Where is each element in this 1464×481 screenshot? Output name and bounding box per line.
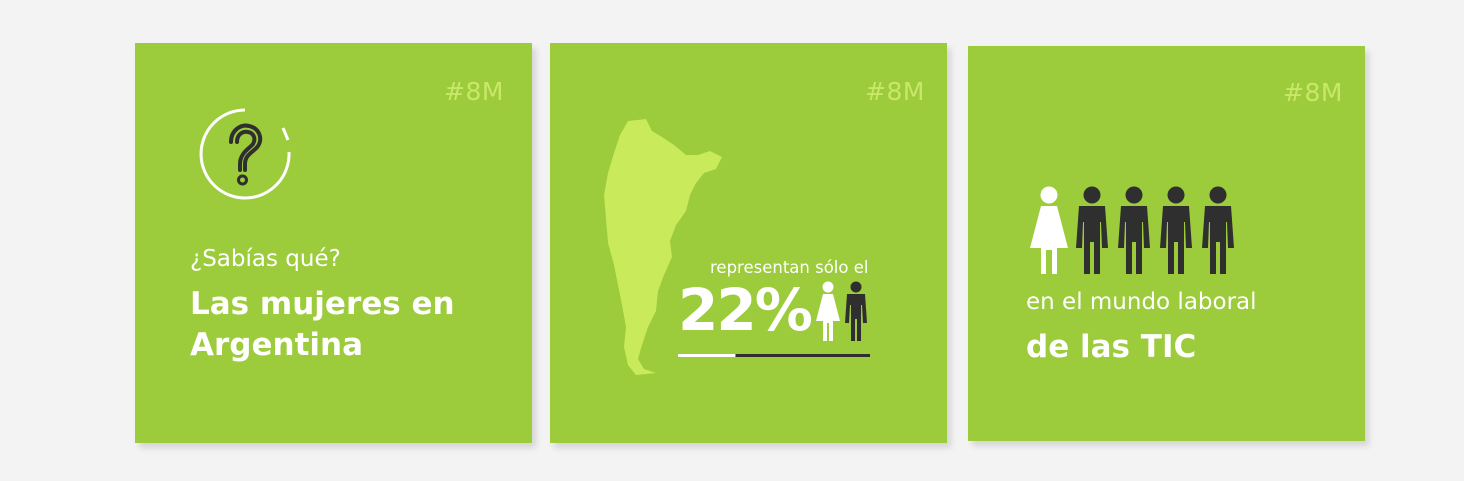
woman-figure-icon [1030,186,1068,274]
man-figure-icon [1118,186,1150,274]
headline-line-2: Argentina [190,327,363,363]
woman-man-icon [816,281,867,341]
hashtag-label: #8M [865,77,925,106]
man-figure-icon [1076,186,1108,274]
man-figure-icon [1160,186,1192,274]
man-figure-icon [845,281,867,341]
line-text: en el mundo laboral [1026,289,1257,315]
argentina-map-icon [604,119,722,375]
man-figure-icon [1202,186,1234,274]
question-circle-icon [199,108,291,200]
headline: Las mujeres en Argentina [190,284,455,366]
people-icon [1030,186,1234,274]
hashtag-label: #8M [444,77,504,106]
headline-line-1: Las mujeres en [190,286,455,322]
card-tic-sector: #8M en el mundo laboral de las TIC [968,46,1365,441]
subtitle-text: representan sólo el [710,258,869,277]
hashtag-label: #8M [1283,78,1343,107]
intro-text: ¿Sabías qué? [190,246,341,272]
percent-value: 22% [678,276,813,344]
card-did-you-know: #8M ¿Sabías qué? Las mujeres en Argentin… [135,43,532,443]
percent-bar [678,354,870,357]
card-percentage: #8M representan sólo el 22% [550,43,947,443]
woman-figure-icon [816,281,840,341]
headline: de las TIC [1026,329,1197,365]
